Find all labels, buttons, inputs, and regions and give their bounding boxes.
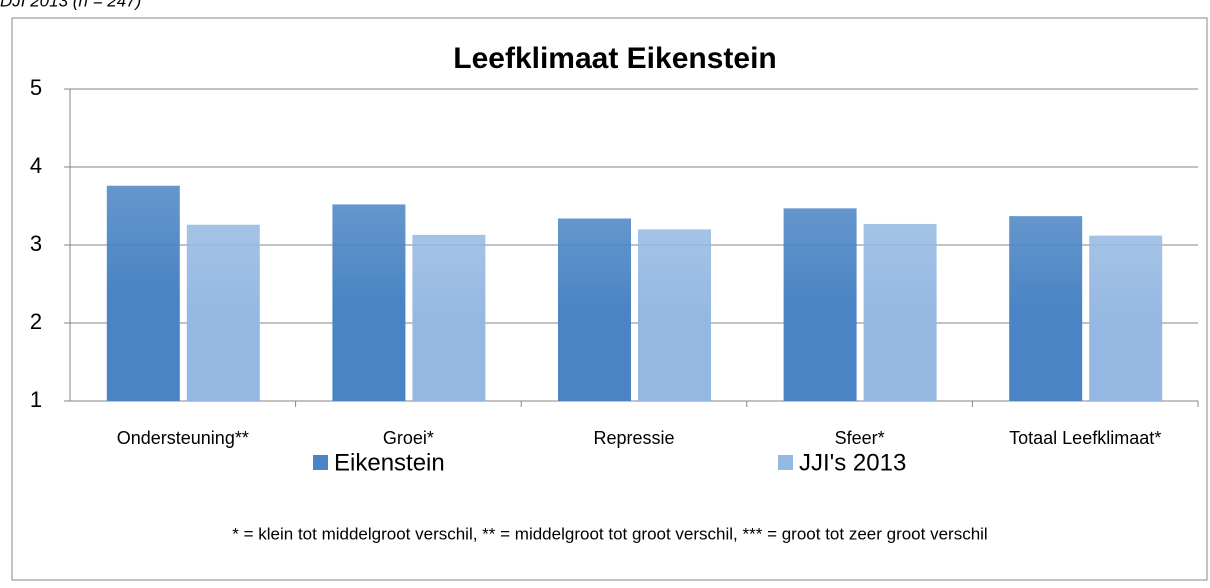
bar xyxy=(412,234,486,401)
bar xyxy=(1009,216,1083,401)
x-tick-label: Sfeer* xyxy=(835,428,885,448)
legend-label: Eikenstein xyxy=(334,449,445,476)
bar xyxy=(558,218,631,401)
bar xyxy=(783,208,857,401)
y-tick-label: 5 xyxy=(30,75,42,100)
bar xyxy=(1089,235,1163,401)
y-tick-label: 4 xyxy=(30,153,42,178)
legend-swatch xyxy=(778,455,793,470)
bar xyxy=(106,185,180,401)
bar xyxy=(332,204,406,401)
bar xyxy=(186,224,260,401)
x-tick-label: Ondersteuning** xyxy=(117,428,249,448)
x-tick-label: Groei* xyxy=(383,428,434,448)
footnote: * = klein tot middelgroot verschil, ** =… xyxy=(232,524,987,543)
chart-title: Leefklimaat Eikenstein xyxy=(453,42,776,75)
legend-swatch xyxy=(313,455,328,470)
x-tick-label: Repressie xyxy=(593,428,674,448)
legend-label: JJI's 2013 xyxy=(799,449,906,476)
x-tick-label: Totaal Leefklimaat* xyxy=(1009,428,1161,448)
bar xyxy=(638,229,711,401)
caption: DJI 2013 (n = 247) xyxy=(0,0,141,10)
y-tick-label: 1 xyxy=(30,387,42,412)
y-tick-label: 3 xyxy=(30,231,42,256)
y-tick-label: 2 xyxy=(30,309,42,334)
bar xyxy=(863,223,937,401)
